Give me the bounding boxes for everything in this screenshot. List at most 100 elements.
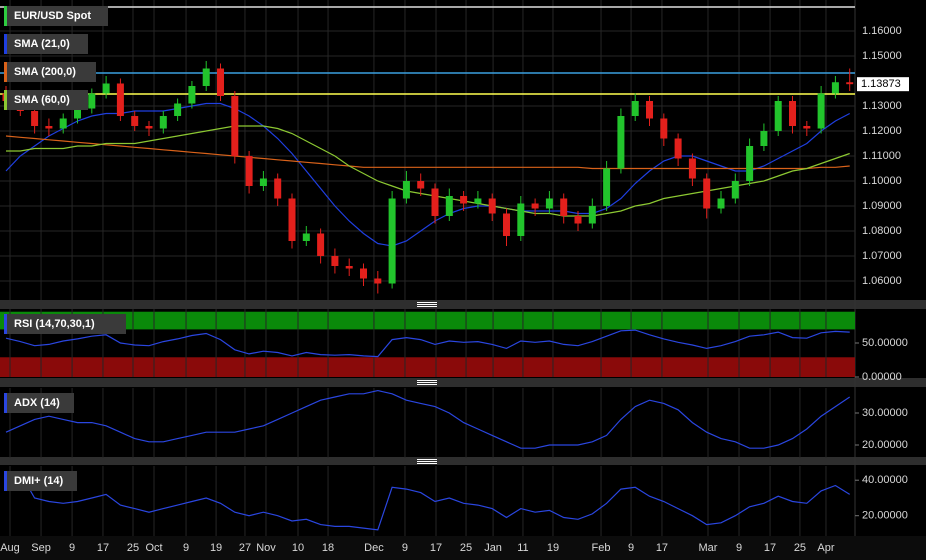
- indicator-label: DMI+ (14): [14, 475, 64, 487]
- candle-body: [474, 198, 482, 204]
- candle-body: [717, 198, 725, 209]
- indicator-label-box: [4, 393, 74, 413]
- candle-body: [88, 93, 96, 109]
- symbol-label: EUR/USD Spot: [14, 10, 91, 22]
- candle-body: [31, 111, 39, 126]
- indicator-label: ADX (14): [14, 397, 60, 409]
- x-tick-label: 17: [656, 542, 668, 554]
- candle-body: [360, 268, 368, 279]
- x-tick-label: 25: [460, 542, 472, 554]
- legend-entry: SMA (21,0): [14, 38, 70, 50]
- indicator-label-box: [4, 471, 77, 491]
- candle-body: [760, 131, 768, 146]
- x-tick-label: 18: [322, 542, 334, 554]
- candle-body: [703, 178, 711, 209]
- candle-body: [417, 181, 425, 189]
- y-tick-label: 1.11000: [862, 150, 901, 162]
- panel: 20.00000 30.00000 ADX (14): [4, 388, 908, 458]
- candle-body: [374, 278, 382, 284]
- candle-body: [560, 198, 568, 216]
- candle-body: [231, 96, 239, 156]
- candle-body: [59, 118, 67, 129]
- candle-body: [674, 138, 682, 159]
- y-tick-label: 1.15000: [862, 50, 902, 62]
- legend-entry-swatch: [4, 90, 7, 110]
- candle-body: [503, 213, 511, 236]
- candle-body: [460, 196, 468, 204]
- y-tick-label: 1.16000: [862, 25, 902, 37]
- candle-body: [259, 178, 267, 186]
- y-tick-label: 50.00000: [862, 337, 908, 349]
- candle-body: [217, 68, 225, 96]
- x-tick-label: 11: [517, 542, 528, 554]
- y-tick-label: 20.00000: [862, 510, 908, 522]
- panel-divider[interactable]: [0, 300, 926, 309]
- y-tick-label: 1.08000: [862, 225, 902, 237]
- candle-body: [831, 82, 839, 94]
- candle-body: [288, 198, 296, 241]
- x-tick-label: Aug: [0, 542, 20, 554]
- x-tick-label: 9: [628, 542, 634, 554]
- y-tick-label: 40.00000: [862, 474, 908, 486]
- candle-body: [45, 126, 53, 129]
- indicator-label-swatch: [4, 471, 7, 491]
- x-tick-label: 9: [183, 542, 189, 554]
- candle-body: [345, 266, 353, 269]
- y-tick-label: 1.06000: [862, 275, 902, 287]
- x-axis-band: [0, 536, 926, 560]
- series-line: [5, 135, 850, 170]
- panel: 1.06000 1.07000 1.08000 1.09000 1.10000 1.110…: [0, 0, 909, 300]
- candle-body: [145, 126, 153, 129]
- x-tick-label: Oct: [145, 542, 162, 554]
- x-tick-label: 27: [239, 542, 251, 554]
- band: [0, 311, 855, 330]
- candle-body: [688, 158, 696, 179]
- x-tick-label: 10: [292, 542, 304, 554]
- candle-body: [331, 256, 339, 266]
- x-tick-label: 25: [794, 542, 806, 554]
- indicator-label-swatch: [4, 393, 7, 413]
- panel-divider[interactable]: [0, 457, 926, 465]
- candle-body: [445, 196, 453, 216]
- candle-body: [774, 101, 782, 131]
- band: [0, 357, 855, 377]
- candle-body: [431, 188, 439, 216]
- x-tick-label: 9: [402, 542, 408, 554]
- series-line: [5, 329, 850, 358]
- y-tick-label: 1.07000: [862, 250, 902, 262]
- indicator-label-swatch: [4, 314, 7, 334]
- candle-body: [789, 101, 797, 126]
- candle-body: [746, 146, 754, 181]
- candle-body: [517, 203, 525, 236]
- x-tick-label: 17: [764, 542, 776, 554]
- candle-body: [188, 86, 196, 104]
- candle-body: [245, 156, 253, 186]
- y-tick-label: 1.13000: [862, 100, 902, 112]
- candle-body: [488, 198, 496, 214]
- candle-body: [646, 101, 654, 119]
- legend-entry-box: [4, 34, 88, 54]
- legend-entry-box: [4, 90, 88, 110]
- divider-grip: [417, 302, 437, 464]
- legend-entry-box: [4, 62, 96, 82]
- series-line: [5, 389, 851, 449]
- panel-divider[interactable]: [0, 378, 926, 387]
- x-tick-label: Jan: [484, 542, 502, 554]
- last-price: 1.13873: [861, 78, 901, 90]
- candle-body: [174, 103, 182, 116]
- candle-body: [317, 233, 325, 256]
- y-tick-label: 20.00000: [862, 439, 908, 451]
- y-tick-label: 1.09000: [862, 200, 902, 212]
- indicator-label: RSI (14,70,30,1): [14, 318, 95, 330]
- candle-body: [588, 206, 596, 224]
- x-tick-label: 17: [430, 542, 442, 554]
- x-tick-label: Apr: [817, 542, 834, 554]
- candle-body: [660, 118, 668, 139]
- x-tick-label: Feb: [592, 542, 611, 554]
- candle-body: [388, 198, 396, 284]
- candle-body: [131, 116, 139, 126]
- candle-body: [803, 126, 811, 129]
- legend-entry-swatch: [4, 34, 7, 54]
